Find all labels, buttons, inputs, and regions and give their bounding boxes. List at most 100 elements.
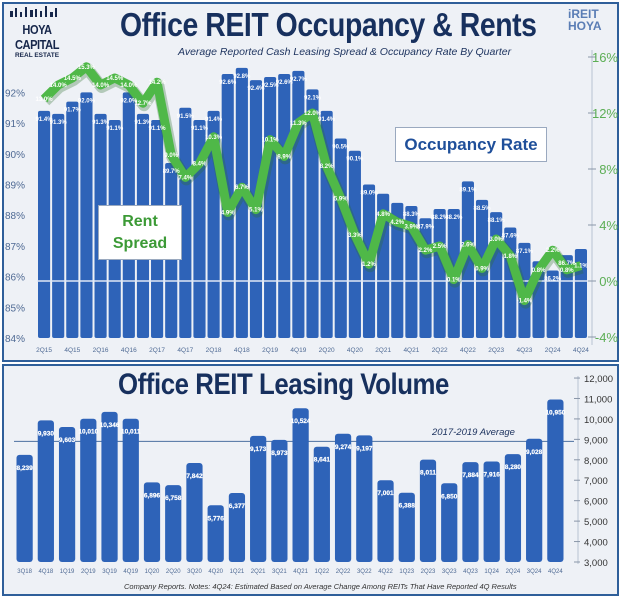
occupancy-data-label: 91.4% (205, 117, 223, 123)
leasing-volume-bar (58, 427, 76, 562)
occupancy-data-label: 87.9% (417, 224, 435, 230)
leasing-volume-title: Office REIT Leasing Volume (118, 368, 449, 401)
left-axis-tick-label: 88% (5, 211, 25, 222)
occupancy-data-label: 88.1% (488, 218, 506, 224)
left-axis-tick-label: 89% (5, 181, 25, 192)
x-axis-tick-label: 2Q18 (206, 347, 222, 354)
rent-spread-line (40, 62, 583, 306)
occupancy-data-label: 91.4% (318, 117, 336, 123)
leasing-volume-data-label: 7,842 (186, 473, 203, 480)
x-axis-tick-label: 4Q15 (64, 347, 80, 354)
x-axis-tick-label: 2Q22 (336, 569, 351, 575)
occupancy-data-label: 91.3% (92, 120, 110, 126)
x-axis-tick-label: 2Q15 (36, 347, 52, 354)
x-axis-tick-label: 4Q19 (123, 569, 138, 575)
rent-spread-data-label: 2.2% (419, 248, 433, 254)
hoya-capital-logo: HOYA CAPITAL REAL ESTATE (8, 4, 66, 59)
occupancy-data-label: 92.1% (304, 95, 322, 101)
occupancy-data-label: 91.1% (149, 126, 167, 132)
occupancy-data-label: 92.0% (120, 98, 138, 104)
x-axis-tick-label: 2Q24 (545, 347, 561, 354)
occupancy-data-label: 92.7% (290, 77, 308, 83)
leasing-volume-data-label: 7,001 (377, 490, 394, 497)
x-axis-tick-label: 4Q22 (378, 569, 393, 575)
rent-spread-data-label: 14.0% (120, 83, 138, 89)
left-axis-tick-label: 92% (5, 88, 25, 99)
rent-spread-data-label: 10.3% (205, 135, 223, 141)
occupancy-data-label: 86.2% (544, 276, 562, 282)
leasing-volume-data-label: 9,930 (38, 430, 55, 437)
rent-spread-data-label: 4.2% (390, 220, 404, 226)
y-axis-tick-label: 5,000 (584, 517, 608, 528)
occupancy-data-label: 91.4% (36, 117, 54, 123)
x-axis-tick-label: 2Q19 (81, 569, 96, 575)
x-axis-tick-label: 2Q16 (93, 347, 109, 354)
leasing-volume-bar (398, 492, 415, 562)
x-axis-tick-label: 2Q23 (421, 569, 436, 575)
rent-spread-data-label: 8.4% (193, 161, 207, 167)
right-axis-tick-label: 0% (599, 274, 618, 289)
x-axis-tick-label: 1Q19 (60, 569, 75, 575)
rent-spread-data-label: 4.9% (221, 210, 235, 216)
leasing-volume-bar (441, 483, 458, 562)
occupancy-data-label: 92.0% (78, 98, 96, 104)
leasing-volume-data-label: 9,173 (250, 446, 267, 453)
leasing-volume-data-label: 6,896 (144, 492, 161, 499)
average-line-label: 2017-2019 Average (432, 427, 515, 438)
x-axis-tick-label: 2Q23 (488, 347, 504, 354)
x-axis-tick-label: 4Q23 (516, 347, 532, 354)
occupancy-data-label: 87.1% (516, 249, 534, 255)
x-axis-tick-label: 1Q23 (399, 569, 414, 575)
left-axis-tick-label: 87% (5, 242, 25, 253)
x-axis-tick-label: 4Q20 (208, 569, 223, 575)
leasing-volume-bar (228, 492, 246, 562)
leasing-volume-data-label: 10,524 (291, 418, 311, 425)
leasing-volume-bar (356, 435, 373, 562)
rent-spread-data-label: 8.2% (320, 164, 334, 170)
leasing-volume-bar (37, 420, 54, 562)
right-axis-tick-label: 8% (599, 162, 618, 177)
x-axis-tick-label: 4Q21 (293, 569, 308, 575)
occupancy-bar (461, 181, 474, 338)
rent-spread-data-label: 2.6% (461, 243, 475, 249)
rent-spread-data-label: 3.3% (348, 233, 362, 239)
occupancy-data-label: 88.2% (445, 215, 463, 221)
x-axis-tick-label: 4Q18 (39, 569, 54, 575)
leasing-volume-bar (16, 454, 33, 562)
leasing-volume-bar (101, 411, 118, 562)
right-axis-tick-label: 12% (592, 106, 618, 121)
leasing-volume-data-label: 6,850 (441, 493, 458, 500)
rent-spread-data-label: 0.1% (447, 278, 461, 284)
occupancy-bar (306, 89, 319, 338)
rent-spread-data-label: 2.2% (546, 248, 560, 254)
y-axis-tick-label: 10,000 (584, 415, 613, 426)
leasing-volume-bar (483, 461, 500, 562)
left-axis-tick-label: 85% (5, 303, 25, 314)
occupancy-data-label: 92.4% (247, 86, 265, 92)
leasing-volume-data-label: 7,884 (462, 472, 479, 479)
y-axis-tick-label: 12,000 (584, 374, 613, 385)
x-axis-tick-label: 4Q22 (460, 347, 476, 354)
rent-spread-data-label: 1.1% (574, 264, 588, 270)
rent-spread-data-label: 12.7% (134, 101, 152, 107)
x-axis-tick-label: 2Q17 (149, 347, 165, 354)
y-axis-tick-label: 7,000 (584, 476, 608, 487)
leasing-volume-data-label: 8,011 (420, 470, 436, 477)
rent-spread-data-label: 14.5% (106, 76, 124, 82)
x-axis-tick-label: 4Q23 (463, 569, 478, 575)
x-axis-tick-label: 4Q24 (573, 347, 589, 354)
leasing-volume-data-label: 9,028 (526, 449, 543, 456)
rent-spread-data-label: 9.0% (164, 153, 178, 159)
rent-spread-data-label: 14.2% (149, 80, 167, 86)
occupancy-bar (433, 209, 446, 338)
rent-spread-data-label: 4.8% (376, 212, 390, 218)
rent-spread-data-label: -1.4% (517, 299, 533, 305)
leasing-volume-bar (207, 505, 224, 562)
leasing-volume-data-label: 8,239 (16, 465, 33, 472)
skyline-icon (10, 6, 57, 17)
rent-spread-data-label: 5.9% (334, 196, 348, 202)
x-axis-tick-label: 4Q21 (403, 347, 419, 354)
rent-spread-data-label: 5.1% (249, 208, 263, 214)
y-axis-tick-label: 6,000 (584, 497, 608, 508)
